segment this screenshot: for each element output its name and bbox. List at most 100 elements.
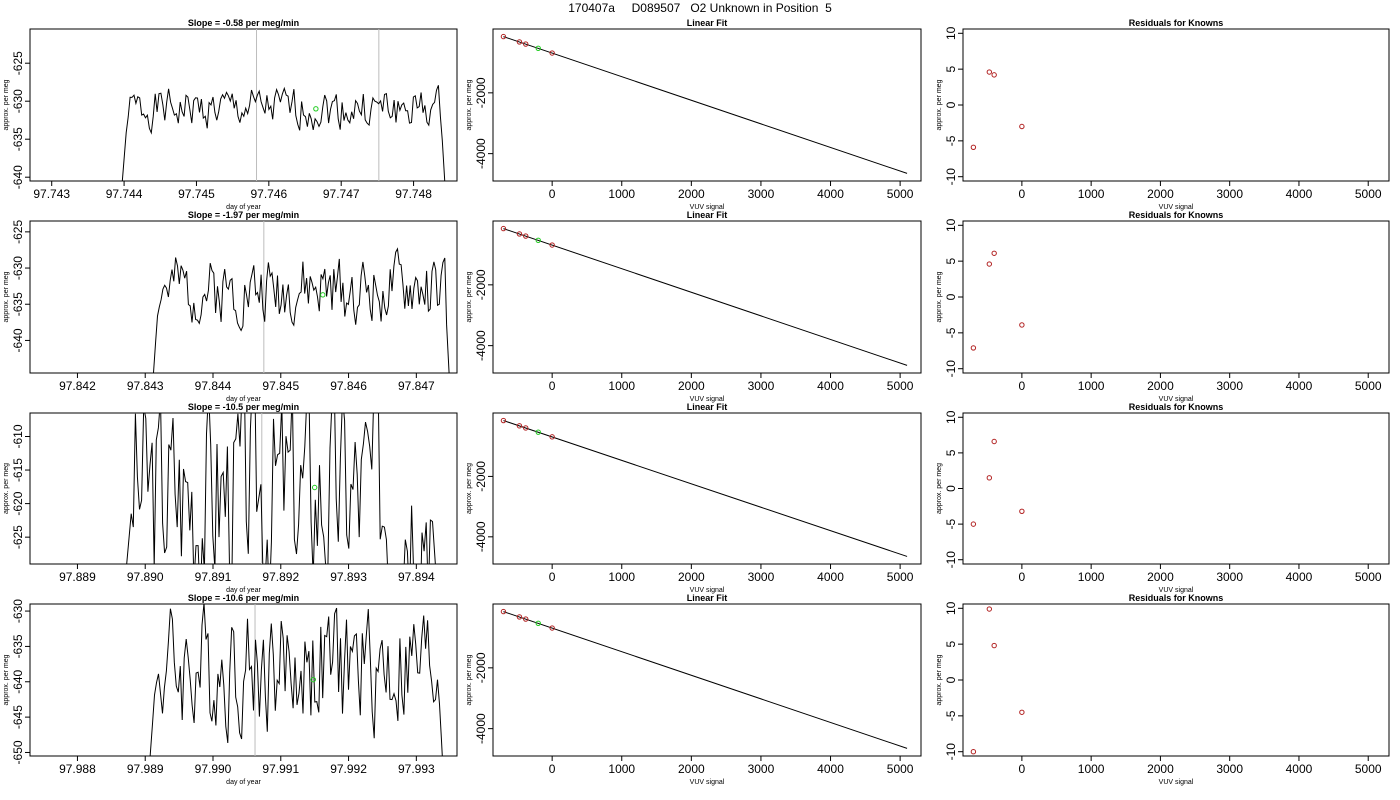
plot-area — [500, 33, 908, 174]
x-tick-label: 0 — [549, 379, 556, 393]
y-tick-label: 0 — [944, 293, 958, 300]
y-tick-label: -645 — [11, 705, 25, 729]
y-axis-label: approx. per meg — [3, 79, 10, 130]
x-tick-label: 2000 — [678, 762, 705, 776]
residual-point — [991, 72, 997, 78]
x-tick-label: 0 — [1019, 570, 1026, 584]
x-tick-label: 2000 — [678, 187, 705, 201]
y-tick-label: -635 — [11, 127, 25, 151]
y-axis-label: approx. per meg — [466, 463, 473, 514]
panel-title: Slope = -1.97 per meg/min — [188, 210, 299, 220]
y-axis-label: approx. per meg — [3, 463, 10, 514]
residual-point — [986, 261, 993, 267]
y-tick-label: 0 — [944, 485, 958, 492]
fit-line — [503, 420, 908, 557]
known-point — [516, 39, 523, 45]
x-tick-label: 5000 — [1355, 187, 1382, 201]
y-tick-label: -5 — [944, 135, 958, 146]
y-tick-label: 0 — [944, 101, 958, 108]
known-point — [523, 616, 529, 622]
x-axis-label: VUV signal — [1159, 779, 1194, 786]
known-point — [549, 50, 555, 56]
y-tick-label: -5 — [944, 710, 958, 721]
known-point — [549, 242, 555, 248]
plot-area — [500, 225, 908, 366]
unknown-point — [535, 429, 541, 435]
known-point — [500, 33, 507, 40]
known-point — [500, 608, 507, 615]
x-tick-label: 97.990 — [195, 762, 232, 776]
x-tick-label: 97.842 — [59, 379, 96, 393]
x-tick-label: 2000 — [678, 379, 705, 393]
x-axis-label: VUV signal — [690, 204, 725, 211]
y-tick-label: -2000 — [474, 269, 488, 300]
y-tick-label: -625 — [11, 525, 25, 549]
residual-point — [1019, 508, 1025, 514]
y-tick-label: -5 — [944, 327, 958, 338]
panel-title: Residuals for Knowns — [1129, 402, 1224, 412]
x-tick-label: 5000 — [887, 379, 914, 393]
x-tick-label: 97.748 — [395, 187, 432, 201]
panel-title: Residuals for Knowns — [1129, 593, 1224, 603]
y-axis-label: approx. per meg — [466, 79, 473, 130]
unknown-point — [320, 292, 326, 298]
x-tick-label: 2000 — [678, 570, 705, 584]
y-tick-label: 5 — [944, 65, 958, 72]
residual-point — [991, 438, 997, 445]
residual-point — [991, 642, 997, 649]
x-axis-label: day of year — [226, 396, 261, 403]
x-tick-label: 1000 — [1078, 762, 1105, 776]
unknown-point — [535, 237, 541, 244]
residual-point — [970, 521, 977, 527]
figure-title: 170407a D089507 O2 Unknown in Position 5 — [568, 1, 832, 15]
linear-fit-panel-1: Linear Fit VUV signal approx. per meg 0 1000… — [466, 18, 922, 211]
y-tick-label: -615 — [11, 458, 25, 482]
x-tick-label: 97.993 — [398, 762, 435, 776]
x-tick-label: 97.889 — [59, 570, 96, 584]
x-tick-label: 97.747 — [323, 187, 360, 201]
x-tick-label: 1000 — [608, 570, 635, 584]
plot-area — [149, 604, 443, 756]
time-series-panel-1: Slope = -0.58 per meg/min day of year appr… — [3, 18, 458, 211]
x-tick-label: 97.746 — [250, 187, 287, 201]
panel-title: Linear Fit — [687, 18, 728, 28]
x-tick-label: 4000 — [817, 379, 844, 393]
unknown-point — [535, 45, 541, 52]
plot-frame — [492, 28, 922, 182]
x-tick-label: 3000 — [748, 187, 775, 201]
known-point — [516, 614, 523, 620]
plot-area — [126, 413, 436, 564]
plot-frame — [492, 603, 922, 757]
plot-frame — [492, 220, 922, 374]
x-tick-label: 97.992 — [330, 762, 367, 776]
y-axis-label: approx. per meg — [466, 271, 473, 322]
plot-area — [970, 438, 1025, 527]
y-tick-label: 10 — [944, 218, 958, 232]
y-axis-label: approx. per meg — [936, 463, 943, 514]
y-tick-label: -10 — [944, 743, 958, 761]
plot-frame — [29, 412, 458, 565]
x-tick-label: 97.890 — [127, 570, 164, 584]
x-tick-label: 4000 — [817, 570, 844, 584]
x-tick-label: 4000 — [1286, 379, 1313, 393]
x-tick-label: 5000 — [1355, 570, 1382, 584]
panel-title: Residuals for Knowns — [1129, 210, 1224, 220]
x-tick-label: 1000 — [1078, 379, 1105, 393]
x-tick-label: 97.891 — [195, 570, 232, 584]
known-point — [523, 425, 529, 431]
fit-line — [503, 611, 908, 749]
residual-point — [991, 250, 997, 256]
known-point — [500, 417, 507, 424]
x-axis-label: day of year — [226, 587, 261, 594]
x-tick-label: 0 — [549, 762, 556, 776]
y-tick-label: 5 — [944, 449, 958, 456]
y-tick-label: -10 — [944, 168, 958, 186]
residuals-panel-4: Residuals for Knowns VUV signal approx. pe… — [936, 593, 1390, 786]
x-axis-label: VUV signal — [690, 779, 725, 786]
residual-point — [986, 606, 993, 612]
residuals-panel-2: Residuals for Knowns VUV signal approx. pe… — [936, 210, 1390, 403]
x-tick-label: 97.989 — [127, 762, 164, 776]
x-tick-label: 97.988 — [59, 762, 96, 776]
y-tick-label: -625 — [11, 220, 25, 244]
